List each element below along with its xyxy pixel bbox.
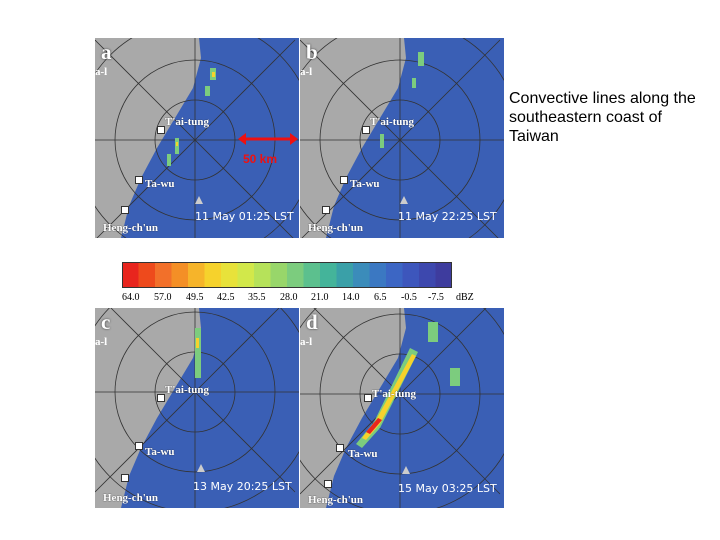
panel-tag: a-l — [95, 336, 108, 348]
city-label-hengchun: Heng-ch'un — [103, 222, 159, 234]
panel-letter: a — [101, 40, 112, 64]
colorbar-swatch — [237, 262, 255, 288]
panel-timestamp: 13 May 20:25 LST — [193, 480, 292, 493]
station-marker — [195, 196, 203, 204]
city-marker-taitung — [364, 394, 372, 402]
panel-tag: a-l — [95, 66, 108, 78]
radar-map-d — [300, 308, 504, 508]
panel-letter: b — [306, 40, 318, 64]
city-marker-hengchun — [121, 474, 129, 482]
colorbar-swatch — [353, 262, 370, 288]
colorbar-tick: 42.5 — [217, 292, 235, 303]
colorbar-swatch — [171, 262, 189, 288]
scale-label: 50 km — [243, 152, 278, 166]
city-label-taitung: T'ai-tung — [165, 384, 210, 396]
city-label-taitung: T'ai-tung — [372, 388, 417, 400]
city-marker-tawu — [340, 176, 348, 184]
radar-panel-b: b a-l T'ai-tung Ta-wu Heng-ch'un 11 May … — [300, 38, 504, 238]
colorbar-swatch — [287, 262, 304, 288]
panel-timestamp: 15 May 03:25 LST — [398, 482, 497, 495]
colorbar-tick: 64.0 — [122, 292, 140, 303]
colorbar-tick: 14.0 — [342, 292, 360, 303]
city-label-hengchun: Heng-ch'un — [308, 494, 364, 506]
colorbar-swatch — [336, 262, 354, 288]
colorbar-border — [122, 262, 452, 288]
colorbar-swatch — [369, 262, 387, 288]
panel-letter: d — [306, 310, 318, 334]
colorbar-swatch — [435, 262, 452, 288]
city-marker-taitung — [362, 126, 370, 134]
city-marker-tawu — [336, 444, 344, 452]
colorbar-swatch — [303, 262, 321, 288]
city-label-tawu: Ta-wu — [348, 448, 378, 460]
colorbar-swatch — [320, 262, 337, 288]
radar-map-a — [95, 38, 299, 238]
colorbar-swatch — [188, 262, 205, 288]
colorbar-swatch — [221, 262, 238, 288]
colorbar-tick: 21.0 — [311, 292, 329, 303]
radar-map-b — [300, 38, 504, 238]
city-marker-tawu — [135, 176, 143, 184]
panel-letter: c — [101, 310, 111, 334]
radar-panel-d: d a-l T'ai-tung Ta-wu Heng-ch'un 15 May … — [300, 308, 504, 508]
panel-tag: a-l — [300, 66, 313, 78]
city-label-tawu: Ta-wu — [145, 446, 175, 458]
colorbar-swatch — [204, 262, 222, 288]
colorbar-tick: 35.5 — [248, 292, 266, 303]
colorbar-swatch — [155, 262, 172, 288]
city-label-taitung: T'ai-tung — [165, 116, 210, 128]
colorbar-swatch — [254, 262, 271, 288]
colorbar-tick: 6.5 — [374, 292, 387, 303]
colorbar-swatch — [402, 262, 420, 288]
colorbar-tick: 57.0 — [154, 292, 172, 303]
city-label-taitung: T'ai-tung — [370, 116, 415, 128]
city-marker-tawu — [135, 442, 143, 450]
radar-map-c — [95, 308, 299, 508]
colorbar-tick: 49.5 — [186, 292, 204, 303]
city-label-tawu: Ta-wu — [145, 178, 175, 190]
city-marker-hengchun — [322, 206, 330, 214]
station-marker — [400, 196, 408, 204]
colorbar-swatch — [138, 262, 156, 288]
colorbar-swatch — [122, 262, 139, 288]
scale-arrow — [238, 133, 298, 145]
city-label-hengchun: Heng-ch'un — [308, 222, 364, 234]
colorbar-tick: 28.0 — [280, 292, 298, 303]
city-label-tawu: Ta-wu — [350, 178, 380, 190]
radar-panel-c: c a-l T'ai-tung Ta-wu Heng-ch'un 13 May … — [95, 308, 299, 508]
colorbar-swatch — [386, 262, 403, 288]
colorbar-swatch — [419, 262, 436, 288]
city-marker-taitung — [157, 126, 165, 134]
station-marker — [402, 466, 410, 474]
colorbar-tick: -0.5 — [401, 292, 417, 303]
colorbar-unit: dBZ — [456, 292, 474, 303]
panel-timestamp: 11 May 22:25 LST — [398, 210, 497, 223]
reflectivity-colorbar — [122, 262, 452, 288]
panel-timestamp: 11 May 01:25 LST — [195, 210, 294, 223]
caption: Convective lines along the southeastern … — [509, 90, 696, 145]
city-marker-taitung — [157, 394, 165, 402]
station-marker — [197, 464, 205, 472]
city-marker-hengchun — [324, 480, 332, 488]
colorbar-tick: -7.5 — [428, 292, 444, 303]
city-label-hengchun: Heng-ch'un — [103, 492, 159, 504]
city-marker-hengchun — [121, 206, 129, 214]
panel-tag: a-l — [300, 336, 313, 348]
colorbar-swatch — [270, 262, 288, 288]
